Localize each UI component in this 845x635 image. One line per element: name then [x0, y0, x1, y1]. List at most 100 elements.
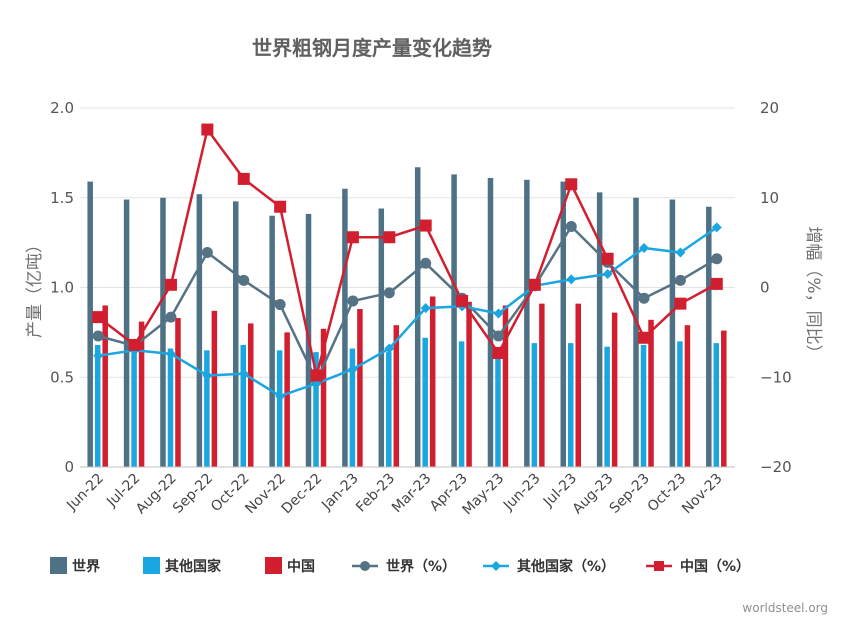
marker-china-pct [128, 338, 141, 351]
bar-china [102, 305, 108, 467]
bar-world [196, 194, 203, 467]
legend-label: 其他国家（%） [517, 558, 615, 575]
marker-world-pct [674, 274, 686, 286]
bar-other [713, 343, 720, 467]
y-axis-right: −20 −10 0 10 20 [760, 99, 792, 476]
marker-other-pct [639, 243, 650, 254]
x-tick-label: Sep-22 [170, 471, 216, 517]
marker-china-pct [164, 278, 177, 291]
bar-china [284, 332, 290, 467]
bar-world [560, 181, 566, 467]
marker-world-pct [492, 330, 504, 342]
y-right-tick-label: 10 [760, 189, 779, 207]
bar-other [349, 348, 356, 467]
bar-other [94, 344, 101, 467]
x-tick-label: Aug-23 [570, 471, 617, 518]
y-left-tick-label: 1.0 [50, 279, 74, 297]
bar-world [269, 215, 275, 467]
bar-china [211, 310, 218, 467]
marker-world-pct [711, 253, 723, 265]
line-world-pct [97, 225, 718, 383]
chart-title: 世界粗钢月度产量变化趋势 [252, 36, 492, 60]
bar-world [633, 197, 639, 467]
legend-swatch [143, 557, 160, 574]
bar-world [233, 201, 239, 467]
marker-china-pct [92, 311, 105, 324]
marker-other-pct [165, 348, 176, 359]
bar-other [313, 352, 319, 467]
y-right-tick-label: 20 [760, 99, 779, 117]
marker-other-pct [566, 274, 577, 285]
bar-china [684, 325, 691, 467]
bar-china [611, 312, 618, 467]
marker-other-pct [275, 391, 286, 402]
bar-world [342, 188, 348, 467]
bar-world [706, 206, 712, 467]
bar-china [357, 309, 363, 467]
bar-china [502, 305, 509, 467]
bar-other [495, 355, 501, 467]
y-right-tick-label: 0 [760, 279, 770, 297]
bar-world [160, 197, 166, 467]
bar-china [575, 303, 581, 467]
y-axis-left: 0 0.5 1.0 1.5 2.0 [50, 99, 74, 476]
bar-other [422, 337, 428, 467]
bar-world [123, 199, 130, 468]
legend: 世界 其他国家 中国 世界（%） 其他国家（%） 中国（%） [50, 557, 750, 575]
bar-other [276, 350, 283, 467]
bar-other [640, 344, 647, 467]
marker-other-pct [602, 269, 613, 280]
legend-label: 世界（%） [386, 558, 456, 575]
line-other-pct [98, 226, 718, 398]
marker-other-pct [347, 364, 358, 375]
marker-china-pct [565, 178, 578, 191]
marker-world-pct [274, 299, 286, 311]
bar-world [524, 179, 530, 468]
marker-china-pct [492, 347, 505, 360]
marker-world-pct [347, 295, 359, 307]
bar-world [451, 174, 457, 468]
bar-other [240, 344, 246, 467]
bar-china [175, 318, 181, 467]
bar-other [167, 348, 174, 467]
x-axis-ticks: Jun-22Jul-22Aug-22Sep-22Oct-22Nov-22Dec-… [63, 471, 725, 519]
y-right-tick-label: −20 [760, 458, 792, 476]
bar-world [487, 178, 494, 467]
x-tick-label: Mar-23 [389, 471, 435, 517]
bar-series [87, 167, 727, 468]
line-series [92, 123, 723, 402]
marker-china-pct [201, 123, 214, 136]
marker-world-pct [165, 311, 177, 323]
bar-china [248, 323, 254, 467]
marker-china-pct [237, 172, 250, 185]
y-axis-left-title: 产量（亿吨） [25, 236, 45, 338]
marker-china-pct [674, 297, 687, 310]
bar-other [386, 352, 392, 467]
y-left-tick-label: 1.5 [50, 189, 74, 207]
marker-other-pct [238, 368, 249, 379]
legend-swatch [50, 557, 67, 574]
legend-marker [360, 561, 370, 571]
marker-china-pct [456, 294, 469, 307]
legend-marker [654, 561, 664, 571]
marker-world-pct [638, 292, 650, 304]
legend-marker [491, 561, 501, 571]
gridlines [80, 107, 735, 378]
bar-china [138, 321, 145, 467]
marker-china-pct [346, 231, 359, 244]
legend-label: 中国（%） [680, 558, 750, 575]
x-tick-label: Dec-22 [279, 471, 326, 518]
y-left-tick-label: 0.5 [50, 368, 74, 386]
bar-china [466, 301, 472, 467]
marker-world-pct [420, 257, 432, 269]
marker-other-pct [202, 370, 213, 381]
x-tick-label: Aug-22 [133, 471, 180, 518]
y-axis-right-title: 增幅（%，同比） [803, 226, 823, 361]
marker-china-pct [383, 231, 396, 244]
marker-world-pct [201, 246, 213, 258]
marker-other-pct [675, 247, 686, 258]
bar-other [568, 343, 574, 467]
bar-china [648, 319, 654, 467]
y-right-tick-label: −10 [760, 368, 792, 386]
